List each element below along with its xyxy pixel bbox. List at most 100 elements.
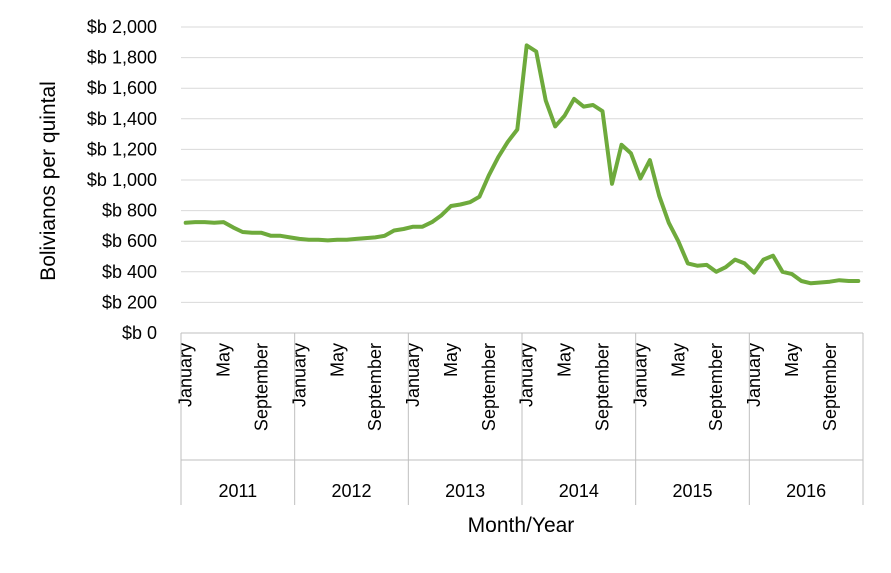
y-tick-label: $b 400 xyxy=(102,262,157,282)
data-point xyxy=(649,159,651,161)
month-tick-label: September xyxy=(365,343,385,431)
year-label: 2011 xyxy=(218,481,257,501)
data-point xyxy=(507,141,509,143)
data-point xyxy=(242,231,244,233)
data-point xyxy=(687,262,689,264)
data-point xyxy=(781,271,783,273)
data-point xyxy=(478,196,480,198)
data-point xyxy=(355,238,357,240)
data-point xyxy=(810,282,812,284)
data-point xyxy=(573,98,575,100)
data-point xyxy=(763,259,765,261)
y-tick-label: $b 800 xyxy=(102,201,157,221)
data-point xyxy=(706,264,708,266)
data-point xyxy=(440,214,442,216)
month-tick-label: January xyxy=(517,343,537,407)
month-tick-label: September xyxy=(593,343,613,431)
data-point xyxy=(251,232,253,234)
data-point xyxy=(279,235,281,237)
month-tick-label: September xyxy=(820,343,840,431)
y-tick-label: $b 1,800 xyxy=(87,48,157,68)
data-point xyxy=(535,50,537,52)
data-point xyxy=(185,222,187,224)
data-point xyxy=(450,205,452,207)
series-area xyxy=(183,43,861,286)
y-axis: $b 0 $b 200 $b 400 $b 600 $b 800 $b 1,000 $b 1… xyxy=(87,17,157,343)
year-label: 2016 xyxy=(786,481,826,501)
month-tick-label: January xyxy=(289,343,309,407)
data-point xyxy=(658,195,660,197)
x-axis-title: Month/Year xyxy=(468,514,575,537)
month-tick-label: September xyxy=(252,343,272,431)
data-point xyxy=(725,266,727,268)
data-point xyxy=(346,239,348,241)
data-point xyxy=(365,237,367,239)
data-point xyxy=(223,221,225,223)
y-tick-label: $b 1,200 xyxy=(87,139,157,159)
data-point xyxy=(800,280,802,282)
series-line xyxy=(183,43,861,286)
data-point xyxy=(497,156,499,158)
year-label: 2012 xyxy=(331,481,371,501)
data-point xyxy=(298,238,300,240)
data-point xyxy=(744,262,746,264)
data-point xyxy=(526,44,528,46)
data-point xyxy=(488,174,490,176)
y-tick-label: $b 2,000 xyxy=(87,17,157,37)
data-point xyxy=(592,104,594,106)
data-point xyxy=(194,221,196,223)
data-point xyxy=(459,203,461,205)
data-point xyxy=(336,239,338,241)
y-axis-title: Bolivianos per quintal xyxy=(37,81,60,281)
y-tick-label: $b 200 xyxy=(102,292,157,312)
data-point xyxy=(639,177,641,179)
data-point xyxy=(734,259,736,261)
data-point xyxy=(602,110,604,112)
data-point xyxy=(232,226,234,228)
month-tick-label: May xyxy=(668,343,688,377)
data-point xyxy=(838,279,840,281)
data-point xyxy=(791,273,793,275)
month-tick-label: September xyxy=(706,343,726,431)
data-point xyxy=(516,129,518,131)
month-tick-label: May xyxy=(214,343,234,377)
y-tick-label: $b 1,600 xyxy=(87,78,157,98)
data-point xyxy=(384,235,386,237)
data-point xyxy=(308,239,310,241)
data-point xyxy=(213,222,215,224)
data-point xyxy=(374,236,376,238)
y-tick-label: $b 1,400 xyxy=(87,109,157,129)
data-point xyxy=(677,240,679,242)
month-tick-label: January xyxy=(630,343,650,407)
data-point xyxy=(829,281,831,283)
data-point xyxy=(668,222,670,224)
month-tick-label: May xyxy=(782,343,802,377)
data-point xyxy=(554,125,556,127)
month-tick-label: September xyxy=(479,343,499,431)
data-point xyxy=(412,226,414,228)
month-tick-label: May xyxy=(327,343,347,377)
x-axis: 2011 January May September 2012 January May Sep… xyxy=(176,332,864,505)
y-tick-label: $b 600 xyxy=(102,231,157,251)
data-point xyxy=(583,106,585,108)
data-point xyxy=(469,201,471,203)
data-point xyxy=(611,183,613,185)
data-point xyxy=(393,229,395,231)
month-tick-label: January xyxy=(744,343,764,407)
data-point xyxy=(422,226,424,228)
month-tick-label: January xyxy=(176,343,196,407)
data-point xyxy=(620,144,622,146)
month-tick-label: May xyxy=(555,343,575,377)
month-tick-label: May xyxy=(441,343,461,377)
data-point xyxy=(270,235,272,237)
data-point xyxy=(327,239,329,241)
data-point xyxy=(204,221,206,223)
data-point xyxy=(289,236,291,238)
month-tick-label: January xyxy=(403,343,423,407)
data-point xyxy=(431,221,433,223)
data-point xyxy=(753,272,755,274)
data-point xyxy=(545,99,547,101)
data-point xyxy=(696,265,698,267)
data-point xyxy=(317,239,319,241)
data-point xyxy=(819,282,821,284)
